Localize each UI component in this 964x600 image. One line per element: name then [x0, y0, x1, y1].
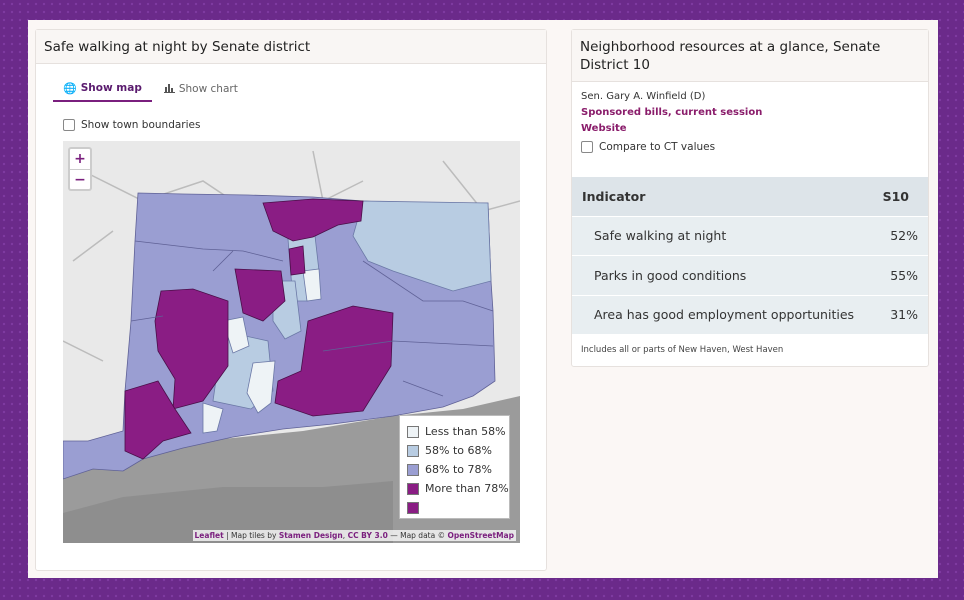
district-lightest-1[interactable] — [222, 316, 250, 354]
legend-row: More than 78% — [407, 479, 509, 498]
district-small-purple[interactable] — [288, 245, 306, 276]
compare-ct-label: Compare to CT values — [599, 141, 716, 153]
legend-label: 58% to 68% — [425, 444, 492, 457]
leaflet-link[interactable]: Leaflet — [194, 531, 224, 540]
indicator-value: 52% — [890, 228, 918, 244]
resources-panel-title: Neighborhood resources at a glance, Sena… — [572, 30, 928, 82]
district-lightest-3[interactable] — [302, 268, 322, 302]
table-row: Safe walking at night 52% — [572, 216, 928, 256]
compare-ct-checkbox[interactable] — [581, 141, 593, 153]
resources-panel: Neighborhood resources at a glance, Sena… — [571, 29, 929, 367]
indicator-value: 31% — [890, 307, 918, 323]
town-boundaries-label: Show town boundaries — [81, 119, 201, 131]
district-north-purple[interactable] — [262, 198, 364, 242]
legend-label: 68% to 78% — [425, 463, 492, 476]
district-east-purple[interactable] — [274, 305, 394, 417]
legend-swatch — [407, 482, 419, 495]
table-row: Parks in good conditions 55% — [572, 256, 928, 296]
district-sw-purple[interactable] — [124, 380, 192, 460]
map-legend: Less than 58% 58% to 68% 68% to 78% More… — [399, 415, 510, 519]
district-borders — [130, 240, 494, 397]
zoom-out-button[interactable]: − — [70, 169, 90, 189]
zoom-control: + − — [68, 147, 92, 191]
legend-swatch — [407, 463, 419, 476]
tab-show-map[interactable]: 🌐 Show map — [53, 80, 152, 102]
legend-swatch — [407, 444, 419, 457]
osm-link[interactable]: OpenStreetMap — [447, 531, 514, 540]
map-attribution: Leaflet | Map tiles by Stamen Design, CC… — [192, 530, 516, 541]
map-panel-title: Safe walking at night by Senate district — [36, 30, 546, 64]
indicator-name: Safe walking at night — [594, 228, 727, 244]
license-link[interactable]: CC BY 3.0 — [347, 531, 388, 540]
attribution-text: | Map tiles by — [223, 531, 279, 540]
attribution-data-text: — Map data © — [387, 531, 448, 540]
district-hartford-purple[interactable] — [234, 268, 286, 322]
bar-chart-icon — [163, 83, 175, 96]
indicator-name: Area has good employment opportunities — [594, 307, 855, 323]
district-ne-light[interactable] — [352, 200, 492, 292]
stamen-link[interactable]: Stamen Design — [278, 531, 343, 540]
senator-name: Sen. Gary A. Winfield (D) — [581, 91, 706, 102]
long-island-land — [63, 481, 393, 543]
map-panel: Safe walking at night by Senate district… — [35, 29, 547, 571]
indicator-value: 55% — [890, 267, 918, 283]
view-tabs: 🌐 Show map Show chart — [53, 80, 248, 102]
legend-row: 58% to 68% — [407, 441, 509, 460]
header-district: S10 — [882, 188, 909, 204]
tab-show-chart[interactable]: Show chart — [154, 80, 248, 102]
compare-ct-toggle[interactable]: Compare to CT values — [581, 141, 715, 153]
tab-show-chart-label: Show chart — [178, 83, 238, 95]
indicator-table: Indicator S10 Safe walking at night 52% … — [572, 177, 928, 335]
legend-swatch — [407, 501, 419, 514]
district-west-purple[interactable] — [154, 288, 229, 410]
legend-row — [407, 498, 509, 517]
district-lightest-4[interactable] — [202, 402, 224, 434]
district-note: Includes all or parts of New Haven, West… — [581, 345, 784, 355]
legend-swatch — [407, 425, 419, 438]
table-row: Area has good employment opportunities 3… — [572, 295, 928, 335]
tab-show-map-label: Show map — [80, 82, 142, 94]
indicator-name: Parks in good conditions — [594, 267, 747, 283]
district-map[interactable]: + − Less than 58% 58% to 68% 68% to 78% — [63, 141, 520, 543]
header-indicator: Indicator — [582, 188, 646, 204]
legend-row: 68% to 78% — [407, 460, 509, 479]
district-lightest-2[interactable] — [246, 360, 276, 414]
attribution-sep: , — [342, 531, 348, 540]
table-header: Indicator S10 — [572, 177, 928, 217]
town-boundaries-checkbox[interactable] — [63, 119, 75, 131]
legend-row: Less than 58% — [407, 422, 509, 441]
page-canvas: Safe walking at night by Senate district… — [28, 20, 938, 578]
sponsored-bills-link[interactable]: Sponsored bills, current session — [581, 107, 763, 118]
zoom-in-button[interactable]: + — [74, 151, 86, 167]
globe-icon: 🌐 — [63, 81, 77, 95]
website-link[interactable]: Website — [581, 123, 627, 134]
town-boundaries-toggle[interactable]: Show town boundaries — [63, 119, 200, 131]
legend-label: More than 78% — [425, 482, 509, 495]
legend-label: Less than 58% — [425, 425, 506, 438]
